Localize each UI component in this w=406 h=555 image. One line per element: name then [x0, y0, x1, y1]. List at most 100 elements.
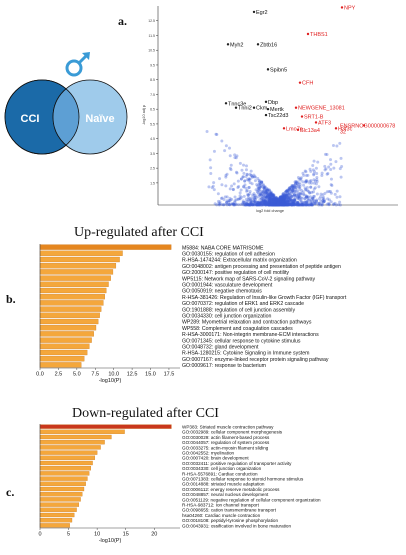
volcano-point: [281, 200, 285, 204]
volcano-point: [255, 203, 259, 207]
volcano-point: [279, 203, 283, 207]
volcano-point: [253, 200, 257, 204]
volcano-point: [285, 189, 289, 193]
volcano-point: [297, 195, 301, 199]
volcano-point: [266, 191, 270, 195]
bar: [39, 256, 120, 263]
volcano-point: [287, 203, 291, 207]
volcano-point: [287, 203, 291, 207]
volcano-point: [291, 200, 295, 204]
volcano-point: [246, 202, 250, 206]
volcano-point: [233, 200, 237, 204]
volcano-point: [304, 203, 308, 207]
term-label: GO:0071383: cellular response to steroid…: [182, 477, 304, 482]
volcano-point: [288, 187, 292, 191]
volcano-point: [307, 189, 311, 193]
volcano-point: [338, 203, 342, 207]
volcano-point: [271, 202, 275, 206]
volcano-point: [225, 200, 229, 204]
volcano-point: [304, 170, 308, 174]
volcano-point: [276, 203, 280, 207]
volcano-point: [282, 203, 286, 207]
volcano-point: [273, 203, 277, 207]
volcano-point: [270, 197, 274, 201]
volcano-y-tick-label: 5.5: [150, 122, 155, 126]
volcano-point-black: [266, 68, 270, 71]
volcano-point: [321, 198, 325, 202]
volcano-point: [320, 203, 324, 207]
volcano-point: [305, 186, 309, 190]
volcano-point: [267, 203, 271, 207]
volcano-label-black: Mertk: [270, 107, 284, 113]
volcano-point: [294, 181, 298, 185]
volcano-point: [249, 199, 253, 203]
volcano-point-red: [334, 127, 338, 130]
volcano-point-black: [226, 43, 230, 46]
volcano-point: [222, 203, 226, 207]
volcano-point: [280, 201, 284, 205]
volcano-point: [256, 201, 260, 205]
volcano-point: [273, 203, 277, 207]
volcano-point: [268, 196, 272, 200]
volcano-point: [269, 193, 273, 197]
volcano-point: [312, 170, 316, 174]
volcano-point: [238, 161, 242, 165]
volcano-point: [281, 201, 285, 205]
volcano-point: [279, 199, 283, 203]
volcano-point: [263, 192, 267, 196]
venn-cci-label: CCI: [21, 113, 40, 125]
volcano-point: [276, 201, 280, 205]
volcano-point: [281, 200, 285, 204]
volcano-point: [277, 202, 281, 206]
volcano-point: [279, 199, 283, 203]
volcano-point: [268, 197, 272, 201]
volcano-point: [272, 201, 276, 205]
panel-a-label: a.: [118, 14, 127, 28]
volcano-point: [289, 203, 293, 207]
volcano-point: [273, 196, 277, 200]
volcano-point: [280, 199, 284, 203]
volcano-point: [284, 202, 288, 206]
volcano-point: [275, 202, 279, 206]
bar: [39, 343, 90, 349]
volcano-point: [289, 198, 293, 202]
volcano-point: [282, 203, 286, 207]
volcano-point: [271, 203, 275, 207]
volcano-point: [290, 201, 294, 205]
volcano-point: [279, 195, 283, 199]
volcano-point: [267, 203, 271, 207]
volcano-point: [280, 202, 284, 206]
volcano-point: [276, 201, 280, 205]
volcano-point: [303, 197, 307, 201]
volcano-point: [282, 203, 286, 207]
volcano-point: [278, 203, 282, 207]
volcano-point: [249, 173, 253, 177]
volcano-point: [267, 199, 271, 203]
volcano-point: [292, 184, 296, 188]
term-label: WP289: Myometrial relaxation and contrac…: [182, 320, 312, 326]
volcano-point: [266, 200, 270, 204]
volcano-point: [273, 203, 277, 207]
volcano-point: [279, 203, 283, 207]
term-label: GO:0032411: positive regulation of trans…: [182, 461, 292, 466]
volcano-point: [306, 197, 310, 201]
volcano-point: [272, 195, 276, 199]
volcano-point: [317, 202, 321, 206]
volcano-point: [272, 203, 276, 207]
volcano-point: [243, 203, 247, 207]
volcano-point: [279, 196, 283, 200]
term-label: GO:0018108: peptidyl-tyrosine phosphoryl…: [182, 518, 278, 523]
volcano-point: [278, 197, 282, 201]
volcano-point: [274, 203, 278, 207]
volcano-point: [311, 163, 315, 167]
volcano-point: [259, 192, 263, 196]
volcano-point: [218, 202, 222, 206]
volcano-point: [285, 203, 289, 207]
volcano-point: [288, 186, 292, 190]
volcano-point: [290, 198, 294, 202]
volcano-point: [264, 188, 268, 192]
volcano-point: [291, 201, 295, 205]
volcano-point: [305, 195, 309, 199]
volcano-point: [340, 164, 344, 168]
